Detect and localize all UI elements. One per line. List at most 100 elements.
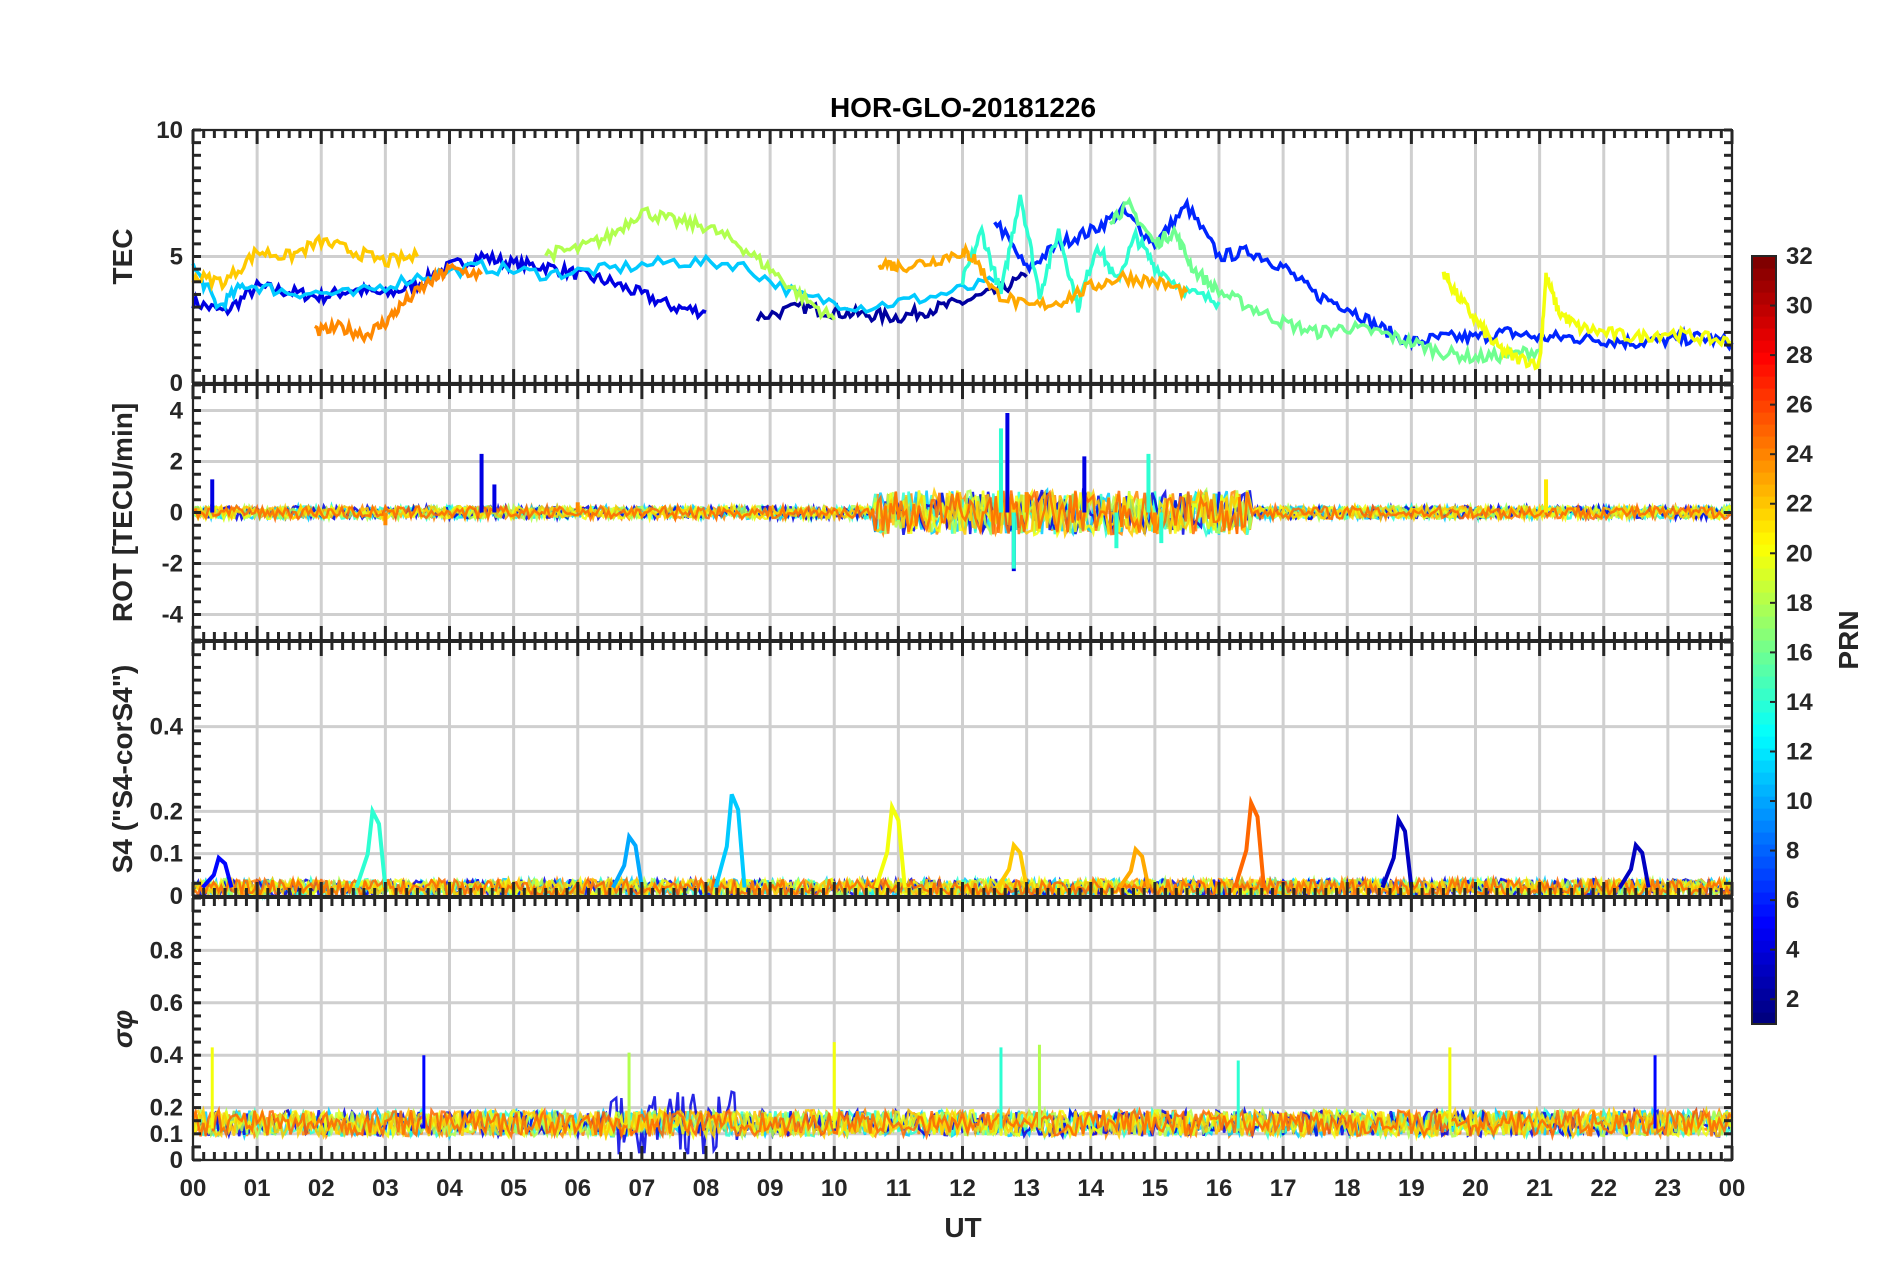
tec-series-prn-16 [1108, 196, 1541, 366]
colorbar-band [1752, 892, 1776, 905]
x-tick-label: 13 [1013, 1175, 1040, 1202]
y-tick-label-s4: 0 [170, 883, 183, 910]
colorbar-tick-label: 4 [1786, 937, 1800, 964]
data-tec [191, 194, 1734, 371]
colorbar-band [1752, 424, 1776, 437]
rot-noise-prn-22 [191, 486, 1733, 540]
x-tick-label: 02 [308, 1175, 335, 1202]
colorbar-band [1752, 316, 1776, 329]
colorbar-band [1752, 496, 1776, 509]
x-tick-label: 11 [886, 1175, 911, 1202]
colorbar-band [1752, 364, 1776, 377]
x-axis-label: UT [944, 1212, 981, 1243]
colorbar-band [1752, 400, 1776, 413]
x-tick-label: 20 [1462, 1175, 1489, 1202]
colorbar-band [1752, 436, 1776, 449]
x-tick-label: 10 [821, 1175, 848, 1202]
y-tick-label-tec: 10 [156, 117, 183, 144]
colorbar-band [1752, 352, 1776, 365]
colorbar-band [1752, 460, 1776, 473]
colorbar-band [1752, 964, 1776, 977]
colorbar-tick-label: 18 [1786, 590, 1813, 617]
x-tick-label: 14 [1077, 1175, 1104, 1202]
tec-series-prn-18 [544, 206, 836, 321]
tec-series-prn-11 [191, 253, 996, 314]
s4-peak-prn-22 [996, 840, 1029, 889]
colorbar-tick-label: 20 [1786, 540, 1813, 567]
data-rot [191, 413, 1734, 572]
y-axis-label-s4: S4 ("S4-corS4") [107, 665, 138, 874]
s4-peak-prn-20 [873, 799, 907, 889]
colorbar-band [1752, 268, 1776, 281]
colorbar-label: PRN [1833, 610, 1864, 669]
s4-peak-prn-14 [354, 804, 388, 889]
colorbar-band [1752, 592, 1776, 605]
colorbar-band [1752, 556, 1776, 569]
minor-ticks-sigma [191, 896, 1734, 1162]
colorbar-frame [1751, 255, 1777, 1025]
colorbar-band [1752, 928, 1776, 941]
data-sigma [191, 1042, 1734, 1155]
tec-series-prn-4 [191, 248, 707, 321]
colorbar-band [1752, 328, 1776, 341]
y-axis-label-sigma: σφ [107, 1010, 138, 1048]
grid-s4 [191, 642, 1734, 898]
colorbar-band [1752, 652, 1776, 665]
minor-ticks-rot [191, 383, 1734, 642]
colorbar-band [1752, 676, 1776, 689]
x-tick-label: 09 [757, 1175, 784, 1202]
colorbar-band [1752, 412, 1776, 425]
colorbar-band [1752, 700, 1776, 713]
colorbar-band [1752, 784, 1776, 797]
colorbar-band [1752, 304, 1776, 317]
colorbar-band [1752, 580, 1776, 593]
colorbar-band [1752, 640, 1776, 653]
colorbar-band [1752, 388, 1776, 401]
x-tick-labels: 00 01 02 03 04 05 06 07 08 09 10 11 12 13 14 15 16 17 18 19… [180, 1175, 1746, 1202]
colorbar-tick-label: 8 [1786, 838, 1799, 865]
colorbar-band [1752, 796, 1776, 809]
tec-series-prn-23 [877, 242, 1189, 313]
y-tick-label-sigma: 0.4 [150, 1042, 184, 1069]
colorbar-band [1752, 664, 1776, 677]
y-tick-label-tec: 0 [170, 370, 183, 397]
s4-peak-prn-23 [1117, 845, 1151, 889]
x-tick-label: 21 [1526, 1175, 1553, 1202]
y-tick-label-rot: -2 [162, 551, 183, 578]
colorbar-band [1752, 868, 1776, 881]
colorbar-band [1752, 808, 1776, 821]
colorbar-band [1752, 520, 1776, 533]
y-axis-label-rot: ROT [TECU/min] [107, 403, 138, 622]
s4-peak-prn-10 [611, 831, 644, 889]
s4-peak-prn-3 [1618, 840, 1651, 889]
colorbar-band [1752, 292, 1776, 305]
colorbar-band [1752, 988, 1776, 1001]
chart-title: HOR-GLO-20181226 [830, 92, 1096, 123]
colorbar-tick-label: 14 [1786, 689, 1813, 716]
y-tick-label-sigma: 0.8 [150, 937, 183, 964]
colorbar-band [1752, 256, 1776, 269]
colorbar-band [1752, 736, 1776, 749]
x-tick-label: 06 [564, 1175, 591, 1202]
colorbar-tick-label: 16 [1786, 639, 1813, 666]
colorbar-tick-label: 30 [1786, 293, 1813, 320]
colorbar-tick-label: 28 [1786, 342, 1813, 369]
x-tick-label: 05 [500, 1175, 527, 1202]
x-tick-label: 04 [436, 1175, 463, 1202]
x-tick-label: 01 [244, 1175, 271, 1202]
colorbar-band [1752, 448, 1776, 461]
colorbar-band [1752, 880, 1776, 893]
sigma-noise-prn-25 [191, 1105, 1733, 1142]
y-tick-label-rot: 2 [170, 449, 183, 476]
x-tick-label: 23 [1655, 1175, 1682, 1202]
y-axis-label-tec: TEC [107, 229, 138, 285]
colorbar-tick-label: 2 [1786, 986, 1799, 1013]
colorbar-band [1752, 916, 1776, 929]
x-tick-label: 15 [1142, 1175, 1169, 1202]
minor-ticks-s4 [191, 640, 1734, 898]
tec-series-prn-20 [1441, 271, 1733, 371]
tec-series-prn-14 [960, 194, 1221, 313]
colorbar-tick-label: 26 [1786, 392, 1813, 419]
